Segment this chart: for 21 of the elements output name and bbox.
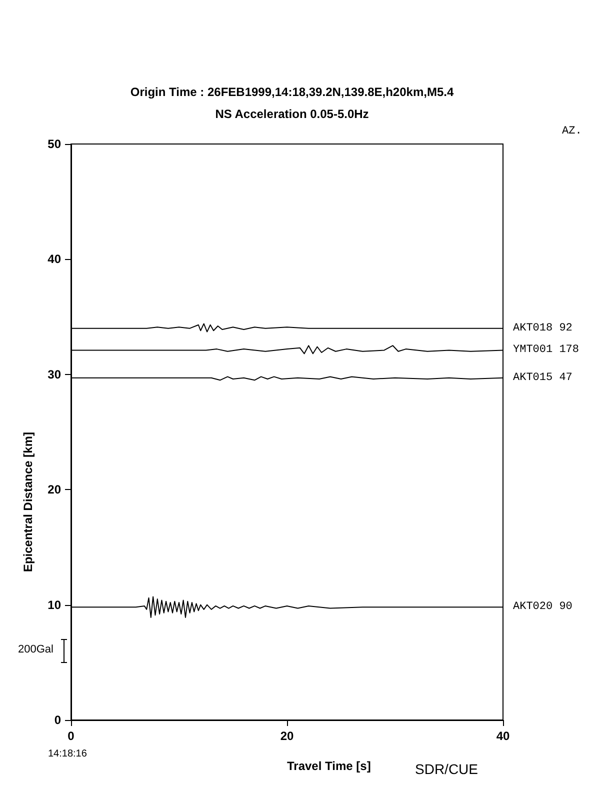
text: 200Gal (18, 644, 54, 656)
series-label: AKT020 90 (513, 601, 572, 614)
y-tick-label: 50 (48, 137, 62, 151)
series-label: YMT001 178 (513, 344, 580, 356)
x-tick-label: 20 (280, 729, 294, 743)
x-tick-label: 40 (496, 729, 510, 743)
y-tick-label: 40 (48, 252, 62, 266)
y-tick-label: 10 (48, 598, 62, 612)
text: AZ. (562, 126, 582, 138)
chart-subtitle: NS Acceleration 0.05-5.0Hz (215, 107, 369, 121)
series-label: AKT015 47 (513, 372, 572, 384)
y-tick-label: 30 (48, 367, 62, 382)
text: SDR/CUE (415, 761, 478, 777)
chart-title: Origin Time : 26FEB1999,14:18,39.2N,139.8E,h20km,M5.4 (130, 85, 454, 99)
y-axis-title: Epicentral Distance [km] (21, 432, 35, 572)
text: 14:18:16 (48, 748, 88, 760)
x-axis-title: Travel Time [s] (287, 759, 371, 773)
y-tick-label: 20 (48, 482, 62, 497)
x-tick-label: 0 (68, 729, 75, 743)
series-label: AKT018 92 (513, 322, 572, 334)
y-tick-label: 0 (54, 713, 62, 727)
